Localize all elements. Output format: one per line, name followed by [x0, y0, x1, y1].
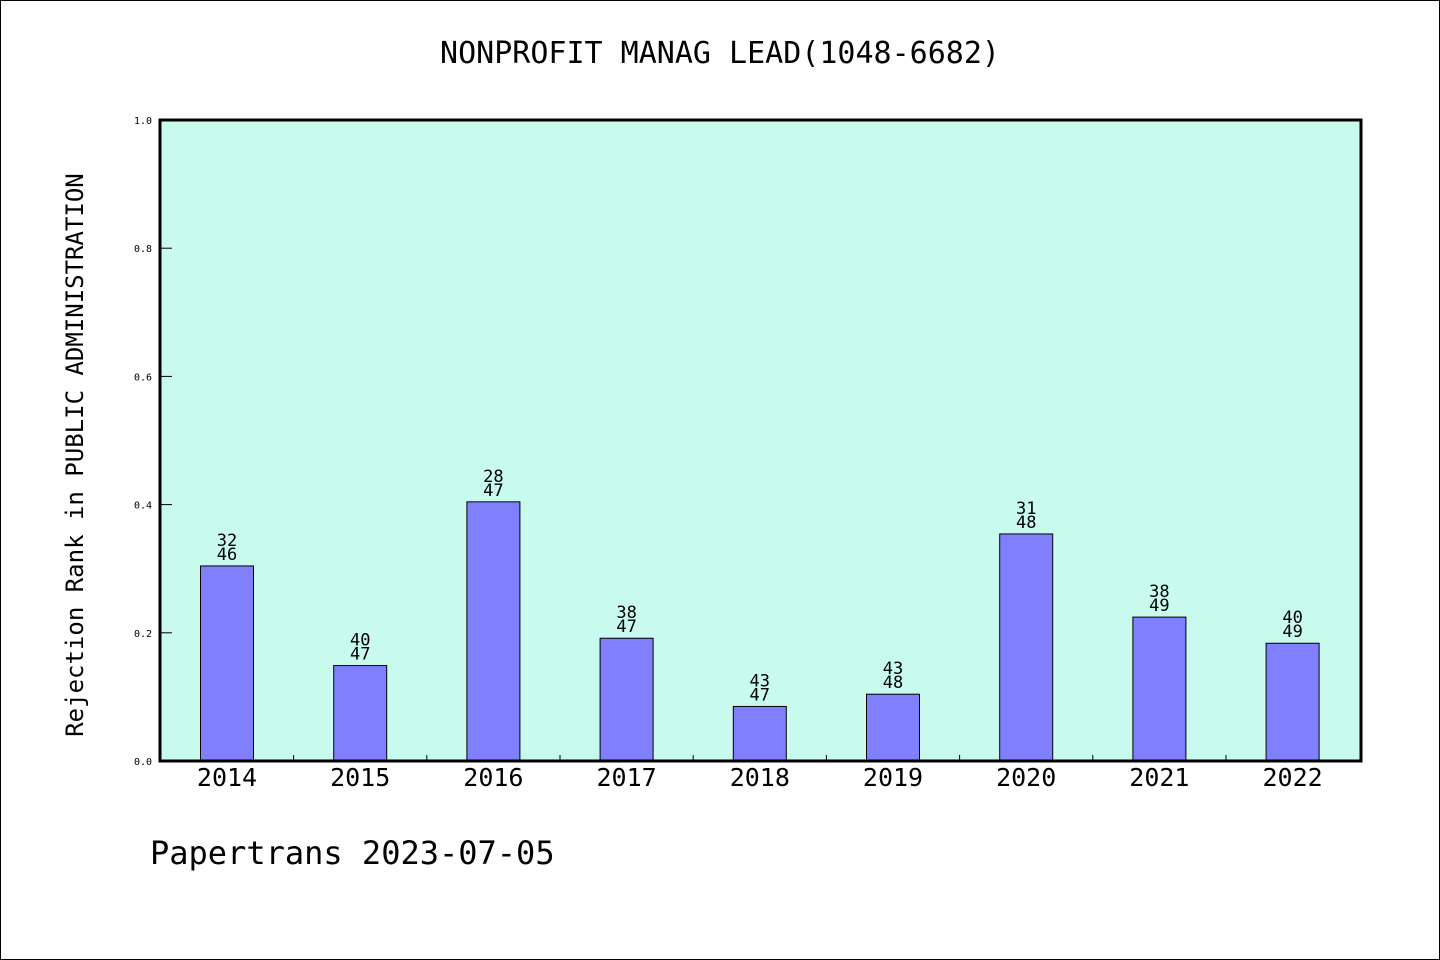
x-tick-label-2015: 2015	[330, 763, 390, 792]
x-tick-label-2022: 2022	[1262, 763, 1322, 792]
bar-label-top-2016: 28	[483, 467, 503, 487]
x-tick-label-2019: 2019	[863, 763, 923, 792]
y-tick-label-3: 0.6	[134, 372, 152, 383]
y-tick-label-1: 0.2	[134, 629, 152, 640]
bars-group	[200, 501, 1320, 762]
bar-2019	[866, 693, 920, 762]
bar-label-top-2018: 43	[750, 671, 770, 691]
x-tick-label-2018: 2018	[730, 763, 790, 792]
bar-2017	[599, 637, 654, 762]
bar-label-bottom-2020: 48	[1016, 513, 1036, 533]
bar-label-bottom-2021: 49	[1149, 596, 1169, 616]
x-tick-label-2016: 2016	[463, 763, 523, 792]
x-tick-label-2020: 2020	[996, 763, 1056, 792]
bar-label-top-2017: 38	[616, 603, 636, 623]
bar-label-bottom-2017: 47	[616, 617, 636, 637]
bar-label-bottom-2016: 47	[483, 481, 503, 501]
bar-2021	[1132, 616, 1187, 762]
bar-label-top-2019: 43	[883, 659, 903, 679]
bar-label-top-2021: 38	[1149, 582, 1169, 602]
plot-border	[158, 118, 1363, 763]
bar-label-bottom-2019: 48	[883, 673, 903, 693]
x-tick-label-2021: 2021	[1129, 763, 1189, 792]
bar-label-top-2022: 40	[1282, 608, 1302, 628]
chart-title: NONPROFIT MANAG LEAD(1048-6682)	[440, 36, 1000, 71]
y-axis: 0.0 0.2 0.4 0.6 0.8 1.0	[134, 116, 172, 768]
bar-label-top-2020: 31	[1016, 499, 1036, 519]
y-tick-label-0: 0.0	[134, 757, 152, 768]
y-tick-label-5: 1.0	[134, 116, 152, 127]
x-tick-label-2017: 2017	[596, 763, 656, 792]
bar-label-bottom-2015: 47	[350, 645, 370, 665]
bar-2018	[732, 705, 787, 762]
bar-2020	[999, 533, 1054, 762]
x-axis: 2014 2015 2016 2017 2018 2019 2020 2021 2022	[197, 755, 1323, 792]
footer-text: Papertrans 2023-07-05	[150, 834, 555, 872]
y-tick-label-4: 0.8	[134, 244, 152, 255]
bar-2022	[1265, 642, 1320, 762]
bar-label-bottom-2018: 47	[750, 685, 770, 705]
y-tick-label-2: 0.4	[134, 501, 152, 512]
bar-label-bottom-2022: 49	[1282, 622, 1302, 642]
bar-label-top-2015: 40	[350, 631, 370, 651]
bar-label-top-2014: 32	[217, 531, 237, 551]
bar-2014	[200, 565, 254, 762]
x-tick-label-2014: 2014	[197, 763, 257, 792]
bar-2015	[333, 665, 388, 762]
bar-label-bottom-2014: 46	[217, 545, 237, 565]
bar-2016	[466, 501, 521, 762]
